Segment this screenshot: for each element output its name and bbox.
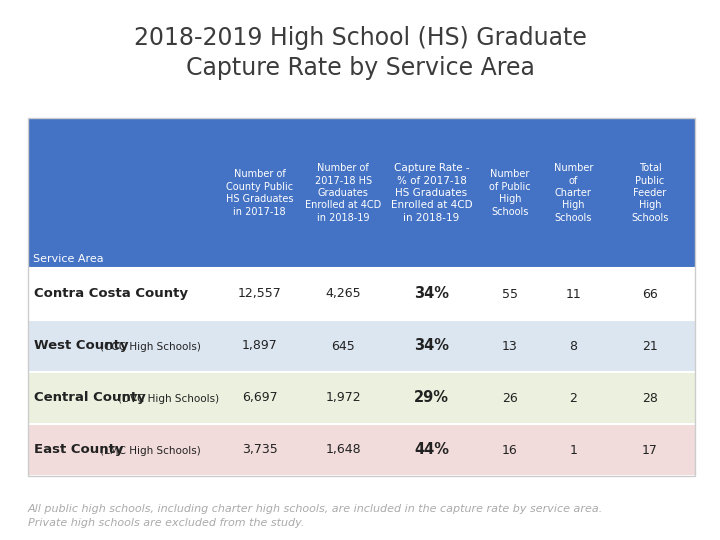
Text: (DVC High Schools): (DVC High Schools) bbox=[118, 394, 219, 403]
Text: Central County: Central County bbox=[34, 392, 145, 404]
Text: Total
Public
Feeder
High
Schools: Total Public Feeder High Schools bbox=[631, 163, 669, 223]
Bar bbox=[28, 118, 695, 268]
Text: 13: 13 bbox=[502, 340, 518, 353]
Text: 8: 8 bbox=[570, 340, 577, 353]
Text: Capture Rate -
% of 2017-18
HS Graduates
Enrolled at 4CD
in 2018-19: Capture Rate - % of 2017-18 HS Graduates… bbox=[391, 163, 472, 223]
Text: 34%: 34% bbox=[414, 339, 449, 354]
Text: 1,897: 1,897 bbox=[242, 340, 278, 353]
Text: 17: 17 bbox=[642, 443, 658, 456]
Text: Number of
County Public
HS Graduates
in 2017-18: Number of County Public HS Graduates in … bbox=[226, 170, 294, 217]
Text: 12,557: 12,557 bbox=[238, 287, 282, 300]
Text: 3,735: 3,735 bbox=[242, 443, 278, 456]
Text: 26: 26 bbox=[502, 392, 518, 404]
Text: 4,265: 4,265 bbox=[325, 287, 361, 300]
Text: Number
of
Charter
High
Schools: Number of Charter High Schools bbox=[554, 163, 593, 223]
Text: (CCC High Schools): (CCC High Schools) bbox=[100, 341, 201, 352]
Text: 1,972: 1,972 bbox=[325, 392, 361, 404]
Text: 2: 2 bbox=[570, 392, 577, 404]
Bar bbox=[28, 372, 695, 424]
Text: (LMC High Schools): (LMC High Schools) bbox=[100, 446, 201, 456]
Text: 44%: 44% bbox=[414, 442, 449, 457]
Text: 66: 66 bbox=[642, 287, 658, 300]
Text: Contra Costa County: Contra Costa County bbox=[34, 287, 188, 300]
Text: 11: 11 bbox=[565, 287, 581, 300]
Bar bbox=[28, 268, 695, 320]
Text: 1,648: 1,648 bbox=[325, 443, 361, 456]
Text: All public high schools, including charter high schools, are included in the cap: All public high schools, including chart… bbox=[28, 504, 603, 528]
Text: 29%: 29% bbox=[414, 390, 449, 406]
Text: East County: East County bbox=[34, 443, 124, 456]
Text: 645: 645 bbox=[331, 340, 355, 353]
Text: 21: 21 bbox=[642, 340, 658, 353]
Text: West County: West County bbox=[34, 340, 128, 353]
Text: 28: 28 bbox=[642, 392, 658, 404]
Text: Capture Rate by Service Area: Capture Rate by Service Area bbox=[186, 56, 534, 80]
Text: Number of
2017-18 HS
Graduates
Enrolled at 4CD
in 2018-19: Number of 2017-18 HS Graduates Enrolled … bbox=[305, 163, 382, 223]
Text: 16: 16 bbox=[502, 443, 518, 456]
Bar bbox=[28, 320, 695, 372]
Text: 55: 55 bbox=[502, 287, 518, 300]
Text: Number
of Public
High
Schools: Number of Public High Schools bbox=[489, 170, 531, 217]
Text: Service Area: Service Area bbox=[33, 254, 104, 264]
Bar bbox=[28, 424, 695, 476]
Text: 34%: 34% bbox=[414, 287, 449, 301]
Text: 2018-2019 High School (HS) Graduate: 2018-2019 High School (HS) Graduate bbox=[134, 26, 586, 50]
Text: 6,697: 6,697 bbox=[242, 392, 278, 404]
Bar bbox=[28, 118, 695, 476]
Text: 1: 1 bbox=[570, 443, 577, 456]
